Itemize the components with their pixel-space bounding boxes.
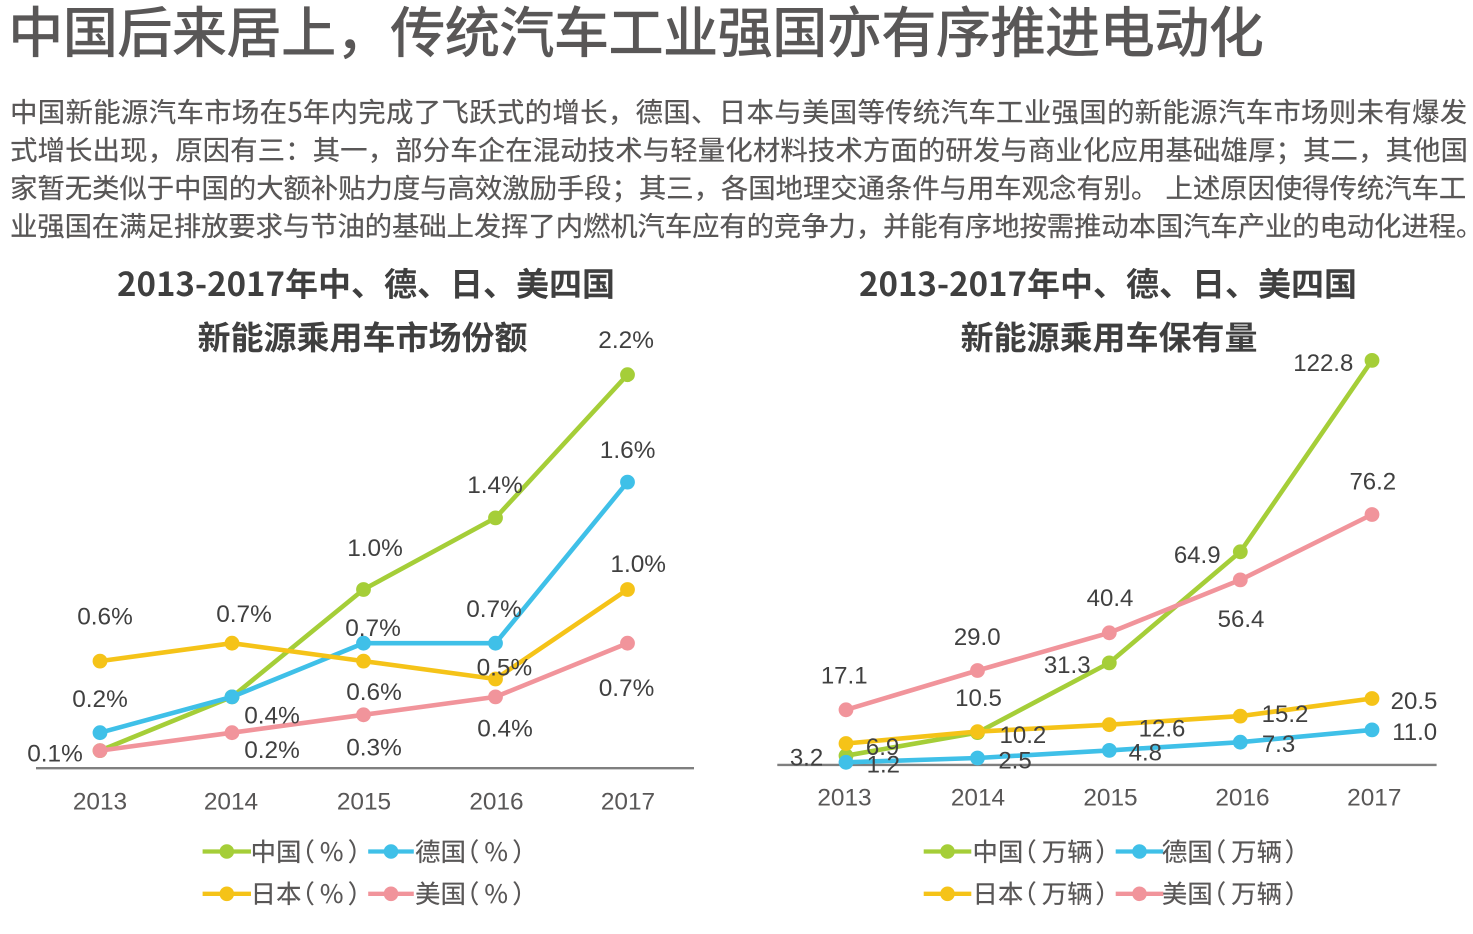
svg-text:3.2: 3.2 xyxy=(790,745,823,772)
svg-text:0.1%: 0.1% xyxy=(27,741,83,768)
svg-text:0.7%: 0.7% xyxy=(466,596,522,623)
svg-text:0.3%: 0.3% xyxy=(346,735,402,762)
svg-text:2016: 2016 xyxy=(469,789,523,816)
svg-text:0.7%: 0.7% xyxy=(216,601,272,628)
svg-text:2016: 2016 xyxy=(1215,785,1269,812)
svg-text:40.4: 40.4 xyxy=(1087,585,1134,612)
svg-text:0.5%: 0.5% xyxy=(477,655,533,682)
svg-text:0.2%: 0.2% xyxy=(244,737,300,764)
svg-text:31.3: 31.3 xyxy=(1044,652,1091,679)
svg-text:76.2: 76.2 xyxy=(1349,469,1396,496)
svg-text:29.0: 29.0 xyxy=(954,624,1001,651)
svg-text:0.4%: 0.4% xyxy=(477,716,533,743)
svg-text:0.7%: 0.7% xyxy=(599,675,655,702)
svg-text:0.4%: 0.4% xyxy=(244,703,300,730)
svg-text:0.6%: 0.6% xyxy=(77,604,133,631)
svg-text:0.2%: 0.2% xyxy=(72,686,128,713)
svg-text:11.0: 11.0 xyxy=(1392,719,1437,746)
svg-text:2.5: 2.5 xyxy=(998,747,1031,774)
svg-text:1.0%: 1.0% xyxy=(347,535,403,562)
svg-text:1.6%: 1.6% xyxy=(600,437,656,464)
svg-text:1.0%: 1.0% xyxy=(610,551,666,578)
svg-text:0.6%: 0.6% xyxy=(346,679,402,706)
svg-text:1.2: 1.2 xyxy=(867,751,900,778)
svg-text:4.8: 4.8 xyxy=(1129,739,1162,766)
svg-text:2013: 2013 xyxy=(73,789,127,816)
svg-text:56.4: 56.4 xyxy=(1218,606,1265,633)
svg-text:122.8: 122.8 xyxy=(1293,350,1353,377)
svg-text:2.2%: 2.2% xyxy=(598,327,654,354)
svg-text:0.7%: 0.7% xyxy=(345,615,401,642)
svg-text:6.9: 6.9 xyxy=(866,734,899,761)
svg-text:12.6: 12.6 xyxy=(1139,716,1186,743)
svg-text:7.3: 7.3 xyxy=(1262,731,1295,758)
svg-text:17.1: 17.1 xyxy=(821,663,868,690)
svg-text:1.4%: 1.4% xyxy=(467,472,523,499)
svg-text:10.2: 10.2 xyxy=(1000,722,1047,749)
svg-text:10.5: 10.5 xyxy=(955,685,1002,712)
svg-text:2015: 2015 xyxy=(1083,785,1137,812)
svg-text:2017: 2017 xyxy=(601,789,655,816)
svg-text:2017: 2017 xyxy=(1347,785,1401,812)
svg-text:2015: 2015 xyxy=(337,789,391,816)
svg-text:15.2: 15.2 xyxy=(1262,701,1309,728)
svg-text:2014: 2014 xyxy=(951,785,1005,812)
svg-text:20.5: 20.5 xyxy=(1391,688,1438,715)
svg-text:2014: 2014 xyxy=(204,789,258,816)
svg-text:64.9: 64.9 xyxy=(1174,542,1221,569)
svg-text:2013: 2013 xyxy=(817,785,871,812)
